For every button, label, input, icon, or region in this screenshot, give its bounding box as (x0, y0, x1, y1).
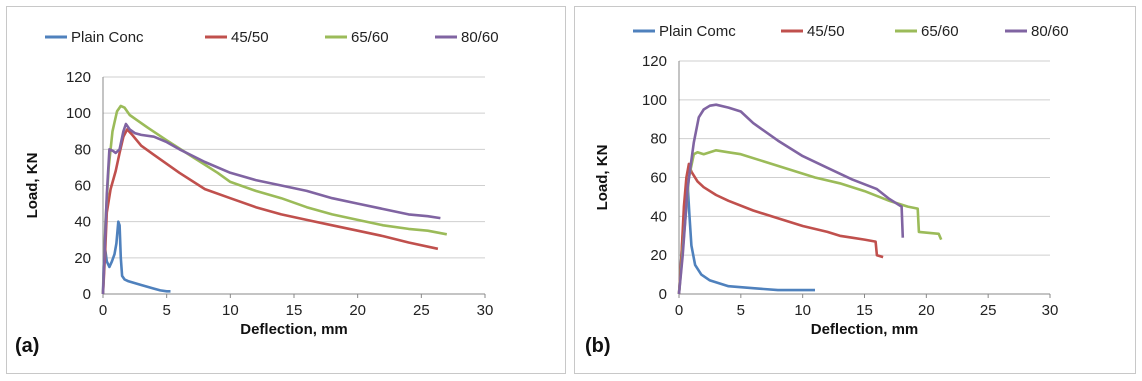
chart-panel-a: 0 20 40 60 80 100 120 0 5 10 15 20 25 30 Plain Conc 45/… (6, 6, 566, 374)
x-tick-label: 20 (918, 302, 935, 319)
series-line-1 (677, 162, 884, 295)
y-tick-label: 80 (650, 131, 667, 148)
series-line-0 (677, 184, 815, 295)
legend-label: 65/60 (351, 29, 389, 46)
legend-label: 80/60 (1031, 23, 1069, 40)
legend-label: Plain Comc (659, 23, 736, 40)
x-axis-title: Deflection, mm (811, 321, 919, 338)
y-tick-label: 80 (74, 141, 91, 158)
legend-label: 45/50 (807, 23, 845, 40)
series-line-2 (101, 104, 448, 295)
x-tick-label: 5 (737, 302, 745, 319)
x-tick-label: 20 (349, 302, 366, 319)
x-axis-title: Deflection, mm (240, 321, 348, 338)
x-tick-label: 30 (477, 302, 494, 319)
x-tick-label: 15 (856, 302, 873, 319)
x-tick-label: 0 (675, 302, 683, 319)
y-tick-label: 100 (66, 105, 91, 122)
legend-label: 80/60 (461, 29, 499, 46)
y-tick-label: 20 (74, 250, 91, 267)
legend-label: 45/50 (231, 29, 269, 46)
y-tick-label: 120 (66, 69, 91, 86)
y-tick-label: 40 (650, 208, 667, 225)
chart-a-svg: 0 20 40 60 80 100 120 0 5 10 15 20 25 30 Plain Conc 45/… (15, 29, 499, 357)
x-tick-label: 10 (794, 302, 811, 319)
x-tick-label: 5 (162, 302, 170, 319)
x-tick-label: 10 (222, 302, 239, 319)
y-tick-label: 0 (83, 286, 91, 303)
y-axis-title: Load, KN (24, 153, 41, 219)
y-tick-label: 0 (659, 286, 667, 303)
x-tick-label: 0 (99, 302, 107, 319)
y-tick-label: 40 (74, 214, 91, 231)
y-tick-label: 100 (642, 92, 667, 109)
chart-panel-b: 0 20 40 60 80 100 120 0 5 10 15 20 25 30 Plain Comc 45/… (574, 6, 1136, 374)
series-line-3 (677, 103, 905, 295)
series-line-0 (101, 220, 171, 295)
series-line-3 (101, 122, 441, 295)
y-tick-label: 60 (74, 178, 91, 195)
panel-label: (b) (585, 335, 611, 357)
legend-label: 65/60 (921, 23, 959, 40)
x-tick-label: 25 (980, 302, 997, 319)
x-tick-label: 25 (413, 302, 430, 319)
x-tick-label: 15 (286, 302, 303, 319)
legend-label: Plain Conc (71, 29, 144, 46)
y-tick-label: 20 (650, 247, 667, 264)
series-line-1 (101, 128, 439, 295)
panel-label: (a) (15, 335, 39, 357)
y-axis-title: Load, KN (594, 145, 611, 211)
x-tick-label: 30 (1042, 302, 1059, 319)
y-tick-label: 60 (650, 170, 667, 187)
y-tick-label: 120 (642, 53, 667, 70)
chart-b-svg: 0 20 40 60 80 100 120 0 5 10 15 20 25 30 Plain Comc 45/… (585, 23, 1069, 357)
